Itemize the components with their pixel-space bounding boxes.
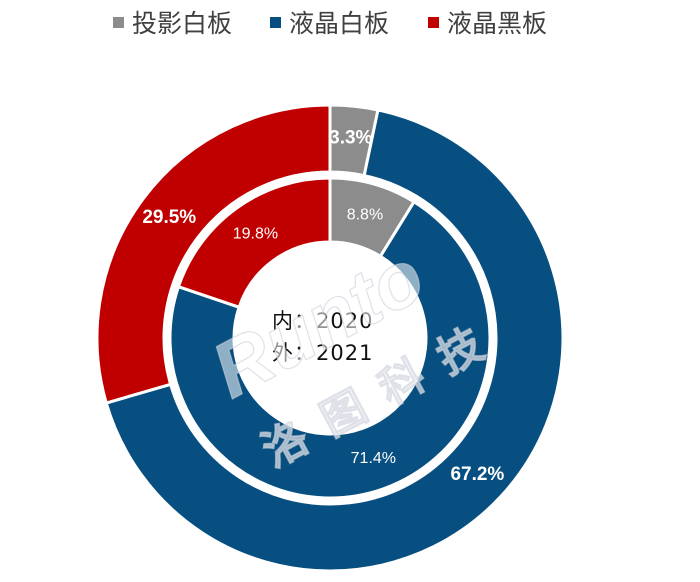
legend-label: 液晶黑板 xyxy=(447,9,548,38)
legend-item-projector-whiteboard: 投影白板 xyxy=(113,4,232,40)
center-label-inner-year: 内：2020 xyxy=(272,309,374,333)
legend-swatch-gray xyxy=(113,16,124,28)
inner-ring-label-projector-whiteboard: 8.8% xyxy=(347,206,383,223)
center-label-outer-year: 外：2021 xyxy=(272,341,374,365)
outer-ring-label-lcd-whiteboard: 67.2% xyxy=(450,464,504,485)
inner-ring-label-lcd-whiteboard: 71.4% xyxy=(351,450,396,467)
outer-ring-label-lcd-blackboard: 29.5% xyxy=(142,207,196,228)
legend-label: 液晶白板 xyxy=(289,9,390,38)
legend-item-lcd-blackboard: 液晶黑板 xyxy=(428,4,547,40)
inner-ring-slice-lcd-whiteboard xyxy=(168,199,492,500)
inner-ring-label-lcd-blackboard: 19.8% xyxy=(233,225,278,242)
outer-ring-label-projector-whiteboard: 3.3% xyxy=(329,128,372,149)
legend-item-lcd-whiteboard: 液晶白板 xyxy=(270,4,389,40)
legend-swatch-blue xyxy=(270,16,281,28)
outer-ring-slice-lcd-blackboard xyxy=(95,103,332,405)
inner-ring-slice-lcd-blackboard xyxy=(176,176,332,310)
outer-ring-slice-lcd-whiteboard xyxy=(104,108,565,573)
chart-legend: 投影白板 液晶白板 液晶黑板 xyxy=(0,4,700,44)
legend-swatch-red xyxy=(428,16,439,28)
legend-label: 投影白板 xyxy=(132,9,233,38)
